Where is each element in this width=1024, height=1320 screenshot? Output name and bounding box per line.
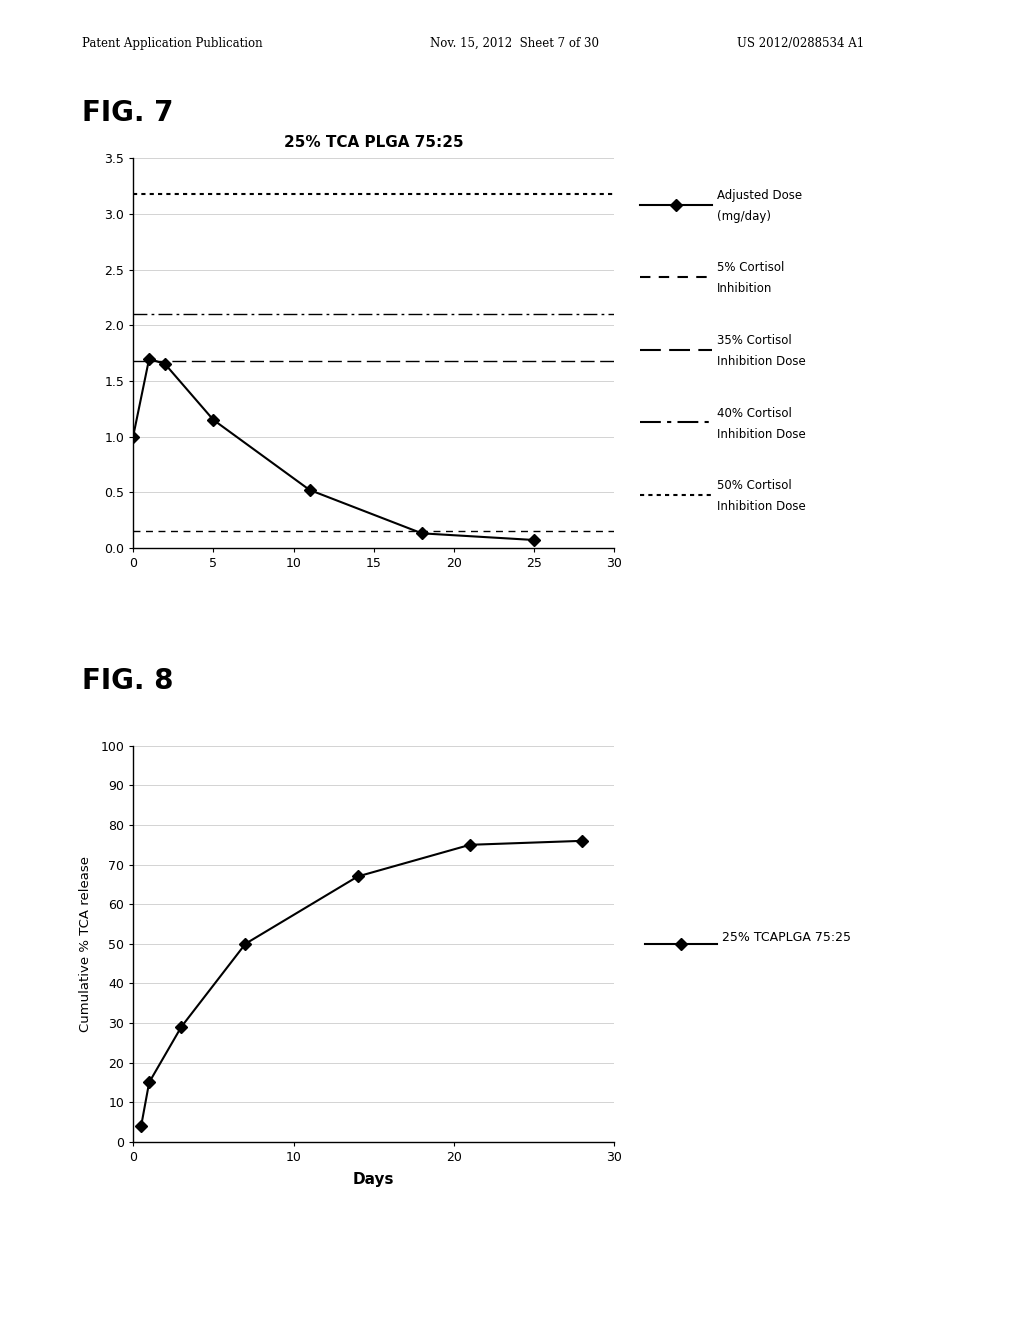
Text: Adjusted Dose: Adjusted Dose — [717, 189, 802, 202]
Text: 50% Cortisol: 50% Cortisol — [717, 479, 792, 492]
Text: 5% Cortisol: 5% Cortisol — [717, 261, 784, 275]
Text: Inhibition Dose: Inhibition Dose — [717, 428, 806, 441]
Text: Inhibition Dose: Inhibition Dose — [717, 355, 806, 368]
Text: Patent Application Publication: Patent Application Publication — [82, 37, 262, 50]
Text: Inhibition Dose: Inhibition Dose — [717, 500, 806, 513]
X-axis label: Days: Days — [353, 1172, 394, 1187]
Text: FIG. 8: FIG. 8 — [82, 667, 173, 694]
Text: 40% Cortisol: 40% Cortisol — [717, 407, 792, 420]
Text: 35% Cortisol: 35% Cortisol — [717, 334, 792, 347]
Text: US 2012/0288534 A1: US 2012/0288534 A1 — [737, 37, 864, 50]
Y-axis label: Cumulative % TCA release: Cumulative % TCA release — [79, 855, 92, 1032]
Text: Nov. 15, 2012  Sheet 7 of 30: Nov. 15, 2012 Sheet 7 of 30 — [430, 37, 599, 50]
Title: 25% TCA PLGA 75:25: 25% TCA PLGA 75:25 — [284, 135, 464, 150]
Text: FIG. 7: FIG. 7 — [82, 99, 173, 127]
Text: Inhibition: Inhibition — [717, 282, 772, 296]
Text: (mg/day): (mg/day) — [717, 210, 771, 223]
Text: 25% TCAPLGA 75:25: 25% TCAPLGA 75:25 — [722, 931, 851, 944]
